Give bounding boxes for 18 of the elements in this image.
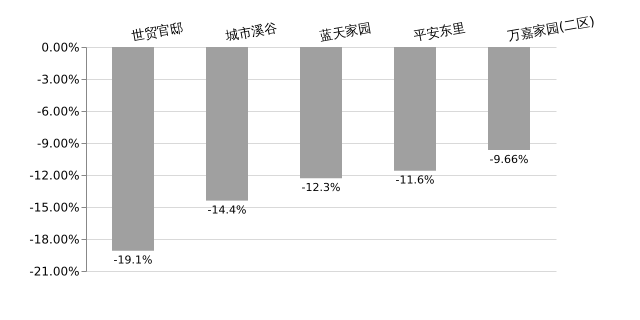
- y-tick-label: -9.00%: [37, 136, 80, 150]
- x-tick-label: 万嘉家园(二区): [506, 13, 596, 44]
- data-label: -12.3%: [302, 181, 340, 194]
- y-tick-label: -15.00%: [29, 200, 80, 214]
- data-label: -11.6%: [396, 174, 434, 187]
- y-tick-label: 0.00%: [41, 40, 80, 54]
- x-tick-label: 平安东里: [412, 20, 466, 44]
- x-tick-label: 蓝天家园: [318, 20, 372, 44]
- y-tick-label: -12.00%: [29, 168, 80, 182]
- x-tick-label: 世贸官邸: [130, 20, 184, 44]
- data-label: -19.1%: [114, 254, 152, 267]
- y-tick-label: -3.00%: [37, 72, 80, 86]
- y-tick-label: -6.00%: [37, 104, 80, 118]
- y-tick-label: -21.00%: [29, 264, 80, 278]
- y-tick-label: -18.00%: [29, 232, 80, 246]
- data-label: -9.66%: [490, 153, 528, 166]
- x-tick-label: 城市溪谷: [224, 20, 278, 45]
- data-label: -14.4%: [208, 204, 246, 217]
